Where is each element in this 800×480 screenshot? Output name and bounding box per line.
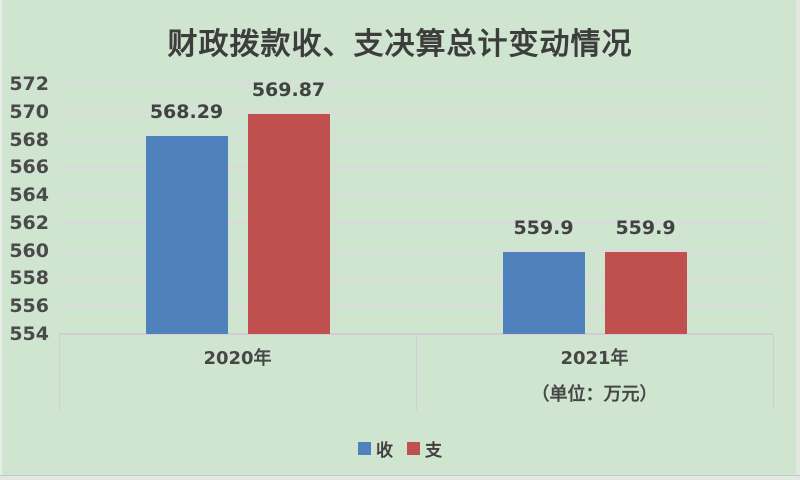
bar-支-2020年 xyxy=(247,113,330,334)
legend: 收支 xyxy=(0,436,800,461)
gridline xyxy=(59,249,773,252)
right-edge-strip xyxy=(796,0,800,480)
category-divider xyxy=(59,334,60,410)
bar-value-label: 569.87 xyxy=(251,78,326,101)
category-divider xyxy=(416,334,417,410)
gridline xyxy=(59,110,773,113)
bar-value-label: 559.9 xyxy=(513,217,574,240)
gridline xyxy=(59,194,773,197)
legend-swatch-收 xyxy=(358,442,371,455)
y-tick-label: 554 xyxy=(9,323,49,345)
y-tick-label: 566 xyxy=(9,156,49,179)
bar-value-label: 559.9 xyxy=(615,217,676,240)
y-tick-label: 562 xyxy=(9,211,49,234)
legend-swatch-支 xyxy=(407,442,420,455)
bar-支-2021年 xyxy=(604,252,687,334)
gridline xyxy=(59,305,773,308)
y-tick-label: 570 xyxy=(9,100,49,123)
legend-label: 收 xyxy=(376,441,393,461)
y-tick-label: 558 xyxy=(9,267,49,290)
gridline xyxy=(59,277,773,280)
bar-收-2021年 xyxy=(502,252,585,334)
unit-note: （单位：万元） xyxy=(531,384,658,405)
y-tick-label: 568 xyxy=(9,128,49,151)
legend-label: 支 xyxy=(425,441,442,461)
chart-title: 财政拨款收、支决算总计变动情况 xyxy=(167,27,633,62)
bottom-edge-strip xyxy=(0,475,800,480)
gridline xyxy=(59,83,773,85)
gridline xyxy=(59,166,773,169)
gridline xyxy=(59,138,773,141)
bar-value-label: 568.29 xyxy=(149,100,224,123)
bar-收-2020年 xyxy=(145,135,228,334)
category-divider xyxy=(773,334,774,410)
y-tick-label: 564 xyxy=(9,184,49,207)
y-tick-label: 572 xyxy=(9,73,49,95)
gridline xyxy=(59,221,773,224)
legend-item: 收 xyxy=(358,436,393,461)
x-category-label: 2021年 xyxy=(560,348,629,369)
x-category-label: 2020年 xyxy=(203,348,272,369)
y-tick-label: 560 xyxy=(9,239,49,262)
y-tick-label: 556 xyxy=(9,295,49,318)
legend-item: 支 xyxy=(407,436,442,461)
left-edge-strip xyxy=(0,0,2,480)
